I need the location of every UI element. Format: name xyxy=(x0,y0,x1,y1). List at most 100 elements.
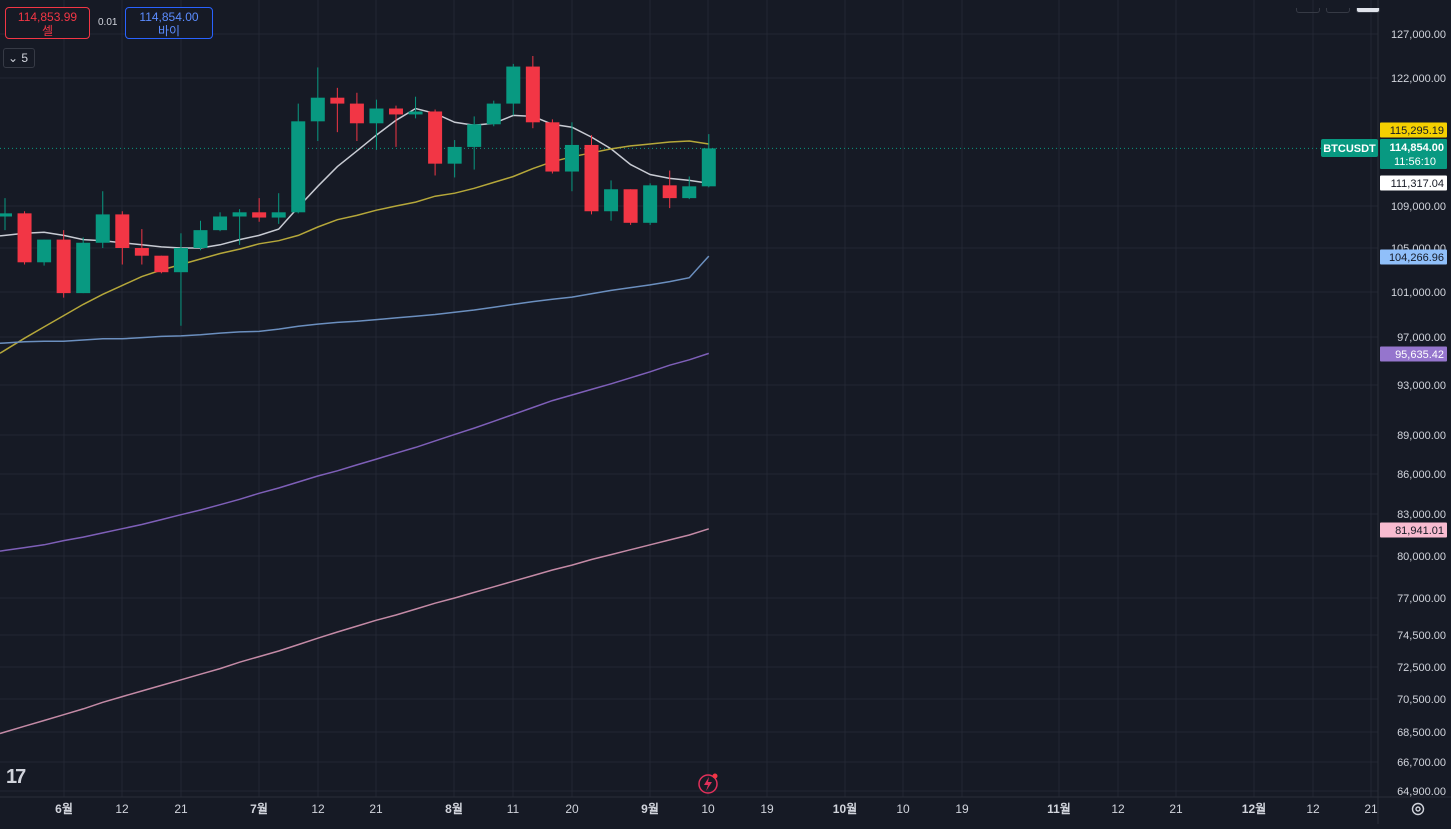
price-label-text: 114,854.00 xyxy=(1390,142,1444,154)
chevron-down-icon: ⌄ xyxy=(8,51,19,65)
interval-selector[interactable]: ⌄ 5 xyxy=(3,48,35,68)
gear-icon[interactable] xyxy=(1410,801,1426,817)
price-tick-label: 77,000.00 xyxy=(1397,593,1446,605)
buy-label: 바이 xyxy=(157,24,181,38)
corner-button[interactable] xyxy=(1296,8,1320,13)
price-label-text: 115,295.19 xyxy=(1390,125,1444,137)
price-tick-label: 86,000.00 xyxy=(1397,469,1446,481)
time-axis[interactable]: 6월 12 21 7월 12 21 8월 11 20 9월 10 19 10월 10 19 11월 12 21 12… xyxy=(0,796,1451,816)
corner-button[interactable] xyxy=(1326,8,1350,13)
sell-label: 셀 xyxy=(41,24,54,38)
price-tick-label: 122,000.00 xyxy=(1391,73,1446,85)
time-tick-label: 10월 xyxy=(833,801,857,816)
buy-button[interactable]: 114,854.00 바이 xyxy=(125,7,213,39)
time-tick-label: 12 xyxy=(115,802,129,816)
price-tick-label: 74,500.00 xyxy=(1397,630,1446,642)
price-label-bg xyxy=(1380,139,1447,169)
price-tick-label: 89,000.00 xyxy=(1397,430,1446,442)
price-tick-label: 127,000.00 xyxy=(1391,29,1446,41)
time-tick-label: 21 xyxy=(174,802,188,816)
candle-up xyxy=(604,189,619,212)
candle-down xyxy=(545,122,560,172)
price-tick-label: 97,000.00 xyxy=(1397,332,1446,344)
candle-down xyxy=(389,108,403,115)
time-tick-label: 12 xyxy=(311,802,325,816)
candle-up xyxy=(37,239,52,263)
candle-up xyxy=(564,144,579,172)
time-tick-label: 10 xyxy=(701,802,715,816)
candle-up xyxy=(232,212,247,217)
candle-up xyxy=(447,146,462,164)
symbol-tag-bg xyxy=(1321,139,1378,157)
price-label-text: 95,635.42 xyxy=(1395,349,1444,361)
candle-down xyxy=(134,248,149,256)
candle-up xyxy=(369,108,384,124)
time-tick-label: 10 xyxy=(896,802,910,816)
top-right-controls xyxy=(1296,0,1386,13)
price-label-bg xyxy=(1380,249,1447,265)
candle-down xyxy=(115,214,130,248)
candle-down xyxy=(584,144,599,212)
candle-up xyxy=(0,213,12,217)
candle-up xyxy=(95,214,110,243)
time-tick-label: 8월 xyxy=(445,801,463,816)
price-label-bg xyxy=(1380,122,1447,138)
time-tick-label: 21 xyxy=(369,802,383,816)
time-tick-label: 21 xyxy=(1169,802,1183,816)
countdown-label-text: 11:56:10 xyxy=(1394,156,1436,168)
candle-down xyxy=(525,66,540,123)
time-tick-label: 12월 xyxy=(1242,801,1266,816)
candle-down xyxy=(154,255,169,273)
candle-up xyxy=(682,186,697,199)
price-tick-label: 64,900.00 xyxy=(1397,786,1446,798)
spread-value: 0.01 xyxy=(98,17,118,28)
time-tick-label: 7월 xyxy=(250,801,268,816)
lightning-bolt xyxy=(704,777,712,791)
candle-up xyxy=(271,212,286,218)
price-label-text: 81,941.01 xyxy=(1395,525,1444,537)
candle-up xyxy=(643,185,658,223)
price-tick-label: 109,000.00 xyxy=(1391,201,1446,213)
sell-price: 114,853.99 xyxy=(17,10,78,24)
notification-dot xyxy=(712,773,718,779)
tradingview-logo-icon[interactable]: 17 xyxy=(6,766,26,788)
candle-up xyxy=(701,148,716,187)
candle-up xyxy=(193,230,208,248)
sell-button[interactable]: 114,853.99 셀 xyxy=(5,7,90,39)
candle-up xyxy=(408,111,423,115)
price-label-bg xyxy=(1380,175,1447,191)
price-tick-label: 70,500.00 xyxy=(1397,694,1446,706)
price-labels: 115,295.19 114,854.00 11:56:10 111,317.04 10… xyxy=(1321,122,1447,538)
candle-down xyxy=(428,111,443,164)
lightning-ring xyxy=(698,774,718,794)
time-tick-label: 21 xyxy=(1364,802,1378,816)
candle-up xyxy=(486,103,501,125)
price-label-text: 104,266.96 xyxy=(1389,252,1444,264)
candle-down xyxy=(623,189,638,223)
lightning-icon xyxy=(698,773,718,794)
candle-up xyxy=(213,216,228,231)
candle-down xyxy=(330,97,345,104)
price-label-bg xyxy=(1380,522,1447,538)
time-tick-label: 11월 xyxy=(1047,801,1071,816)
time-tick-label: 6월 xyxy=(55,801,73,816)
ma-blue-line xyxy=(0,255,710,345)
ma-purple-line xyxy=(0,352,710,552)
price-tick-label: 72,500.00 xyxy=(1397,662,1446,674)
price-tick-label: 66,700.00 xyxy=(1397,757,1446,769)
corner-button[interactable] xyxy=(1356,8,1380,13)
price-tick-label: 101,000.00 xyxy=(1391,287,1446,299)
time-tick-label: 11 xyxy=(507,802,520,816)
time-tick-label: 20 xyxy=(565,802,579,816)
candle-down xyxy=(349,103,364,124)
candle-down xyxy=(17,213,32,263)
ma-pink-line xyxy=(0,528,710,735)
candle-up xyxy=(310,97,325,122)
candle-up xyxy=(467,124,482,147)
price-label-text: 111,317.04 xyxy=(1391,178,1444,190)
price-tick-label: 80,000.00 xyxy=(1397,551,1446,563)
buy-price: 114,854.00 xyxy=(139,10,199,24)
symbol-tag-text: BTCUSDT xyxy=(1323,143,1376,155)
